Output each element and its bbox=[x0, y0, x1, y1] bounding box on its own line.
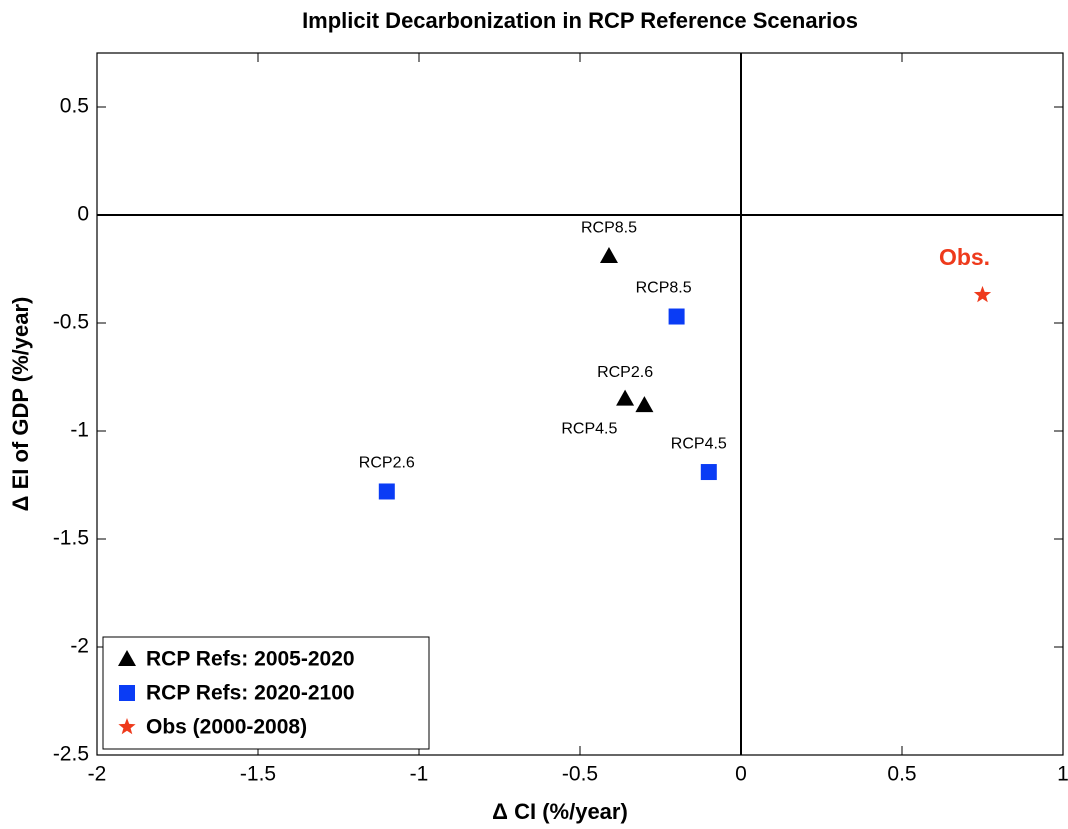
y-tick-label: 0 bbox=[77, 203, 89, 226]
star-marker bbox=[973, 285, 992, 303]
legend-label: RCP Refs: 2020-2100 bbox=[146, 682, 355, 705]
x-tick-label: 0 bbox=[735, 763, 747, 786]
square-marker bbox=[378, 483, 395, 500]
triangle-marker bbox=[599, 247, 618, 264]
legend-box bbox=[102, 636, 430, 750]
square-marker bbox=[700, 464, 717, 481]
y-axis-title: Δ EI of GDP (%/year) bbox=[8, 297, 33, 512]
y-tick-label: -1 bbox=[70, 419, 89, 442]
point-label: RCP8.5 bbox=[636, 280, 692, 297]
y-tick-label: -2.5 bbox=[53, 743, 89, 766]
x-tick-label: -2 bbox=[88, 763, 107, 786]
point-label: RCP2.6 bbox=[359, 455, 415, 472]
legend-label: Obs (2000-2008) bbox=[146, 716, 307, 739]
x-tick-label: 0.5 bbox=[887, 763, 916, 786]
y-tick-label: -1.5 bbox=[53, 527, 89, 550]
square-marker bbox=[119, 685, 135, 701]
point-label: RCP8.5 bbox=[581, 219, 637, 236]
star-marker bbox=[118, 718, 136, 735]
chart-title: Implicit Decarbonization in RCP Referenc… bbox=[302, 8, 858, 33]
x-tick-label: -1.5 bbox=[240, 763, 276, 786]
x-tick-label: -0.5 bbox=[562, 763, 598, 786]
point-label: Obs. bbox=[939, 244, 990, 270]
triangle-marker bbox=[616, 389, 635, 406]
x-tick-label: 1 bbox=[1057, 763, 1068, 786]
point-label: RCP4.5 bbox=[561, 420, 617, 437]
square-marker bbox=[668, 308, 685, 325]
y-tick-label: 0.5 bbox=[60, 95, 89, 118]
y-tick-label: -0.5 bbox=[53, 311, 89, 334]
legend: RCP Refs: 2005-2020 RCP Refs: 2020-2100 Ob… bbox=[102, 636, 430, 750]
triangle-marker bbox=[118, 650, 136, 666]
legend-label: RCP Refs: 2005-2020 bbox=[146, 648, 355, 671]
x-tick-label: -1 bbox=[410, 763, 429, 786]
x-axis-title: Δ CI (%/year) bbox=[492, 799, 628, 824]
point-label: RCP4.5 bbox=[671, 435, 727, 452]
triangle-marker bbox=[635, 396, 654, 413]
y-tick-label: -2 bbox=[70, 635, 89, 658]
point-label: RCP2.6 bbox=[597, 364, 653, 381]
